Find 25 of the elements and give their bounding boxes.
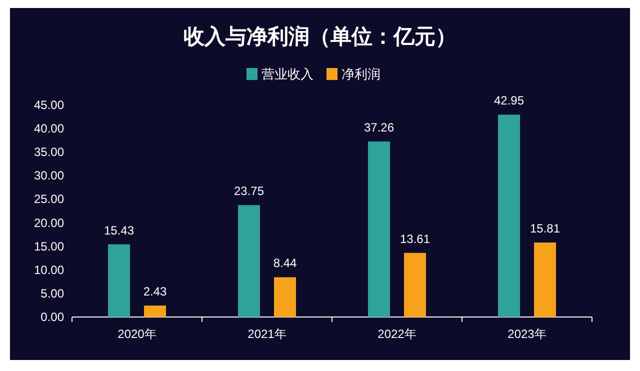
- x-tick-label: 2020年: [118, 327, 156, 341]
- y-tick-label: 0.00: [40, 310, 64, 324]
- y-tick-label: 35.00: [34, 145, 64, 160]
- y-tick-label: 20.00: [34, 216, 64, 230]
- data-label: 2.43: [143, 284, 167, 299]
- data-label: 15.81: [530, 222, 560, 236]
- x-tick-label: 2021年: [248, 327, 286, 341]
- y-tick-label: 40.00: [34, 122, 64, 136]
- data-label: 42.95: [494, 94, 524, 108]
- y-tick-label: 45.00: [34, 98, 64, 112]
- data-label: 37.26: [364, 120, 394, 134]
- y-tick-label: 15.00: [34, 239, 64, 254]
- x-tick-label: 2023年: [508, 327, 546, 341]
- legend-label: 营业收入: [262, 66, 314, 82]
- data-label: 15.43: [104, 223, 134, 238]
- chart-title: 收入与净利润（单位：亿元）: [184, 24, 456, 48]
- y-tick-label: 5.00: [40, 286, 64, 300]
- y-tick-label: 30.00: [34, 168, 64, 183]
- data-label: 23.75: [234, 184, 264, 198]
- y-tick-label: 10.00: [34, 262, 64, 277]
- data-label: 8.44: [273, 256, 297, 270]
- x-tick-label: 2022年: [378, 327, 416, 341]
- y-tick-label: 25.00: [34, 192, 64, 206]
- data-label: 13.61: [400, 232, 430, 246]
- legend-label: 净利润: [342, 66, 380, 82]
